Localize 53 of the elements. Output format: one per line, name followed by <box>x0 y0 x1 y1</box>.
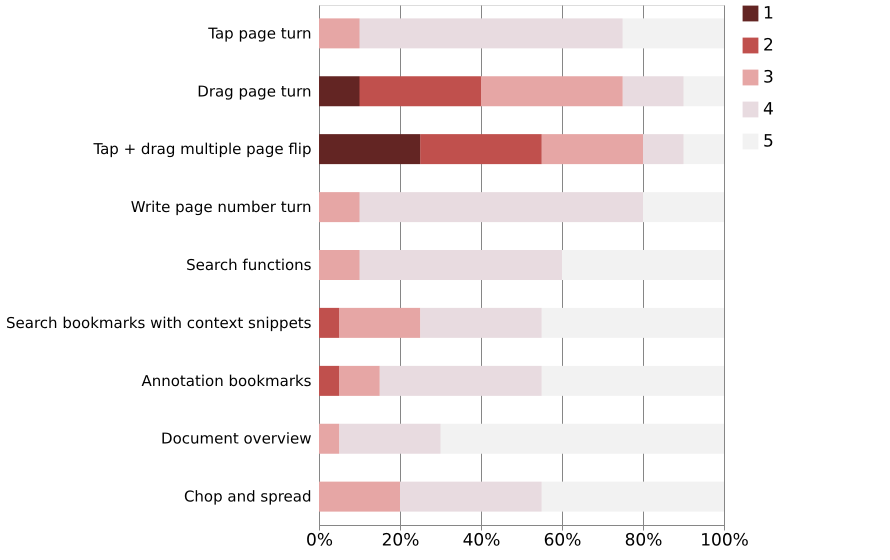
bar <box>319 308 340 338</box>
bar <box>643 192 724 222</box>
legend-label: 4 <box>763 100 774 120</box>
bar <box>319 366 340 396</box>
bar <box>339 366 380 396</box>
y-tick-label: Tap + drag multiple page flip <box>92 140 312 158</box>
x-tick-label: 40% <box>462 530 500 550</box>
bar <box>319 76 360 106</box>
y-tick-label: Chop and spread <box>184 488 312 506</box>
legend-label: 2 <box>763 36 774 56</box>
x-tick-label: 60% <box>544 530 582 550</box>
bar <box>643 134 684 164</box>
x-tick-label: 100% <box>700 530 749 550</box>
y-tick-label: Search bookmarks with context snippets <box>6 314 312 332</box>
bar <box>684 76 724 106</box>
legend-label: 5 <box>763 132 774 152</box>
bar <box>319 18 360 48</box>
bar <box>360 76 481 106</box>
bar <box>360 250 562 280</box>
x-tick-label: 0% <box>306 530 333 550</box>
bar <box>339 308 420 338</box>
bar <box>319 192 360 222</box>
bar <box>542 482 724 512</box>
y-tick-label: Search functions <box>186 256 312 274</box>
bar <box>622 18 724 48</box>
bar <box>420 308 542 338</box>
y-tick-label: Write page number turn <box>130 198 312 216</box>
bar <box>420 134 542 164</box>
bar <box>319 134 420 164</box>
bar <box>380 366 542 396</box>
bar <box>360 192 643 222</box>
bar <box>622 76 684 106</box>
bar <box>319 250 360 280</box>
bar <box>481 76 623 106</box>
bar <box>542 366 724 396</box>
bar <box>339 424 440 454</box>
y-tick-label: Annotation bookmarks <box>141 372 312 390</box>
bar <box>542 134 643 164</box>
y-tick-label: Tap page turn <box>207 24 312 42</box>
bar <box>319 482 400 512</box>
bar <box>542 308 724 338</box>
x-tick-label: 20% <box>382 530 420 550</box>
y-tick-label: Drag page turn <box>197 82 312 100</box>
bar <box>319 424 340 454</box>
bar <box>684 134 724 164</box>
bar <box>400 482 542 512</box>
x-tick-label: 80% <box>624 530 662 550</box>
bar <box>360 18 623 48</box>
legend-label: 1 <box>763 4 774 24</box>
bar <box>440 424 724 454</box>
y-tick-label: Document overview <box>161 430 312 448</box>
bar <box>562 250 724 280</box>
legend-label: 3 <box>763 68 774 88</box>
